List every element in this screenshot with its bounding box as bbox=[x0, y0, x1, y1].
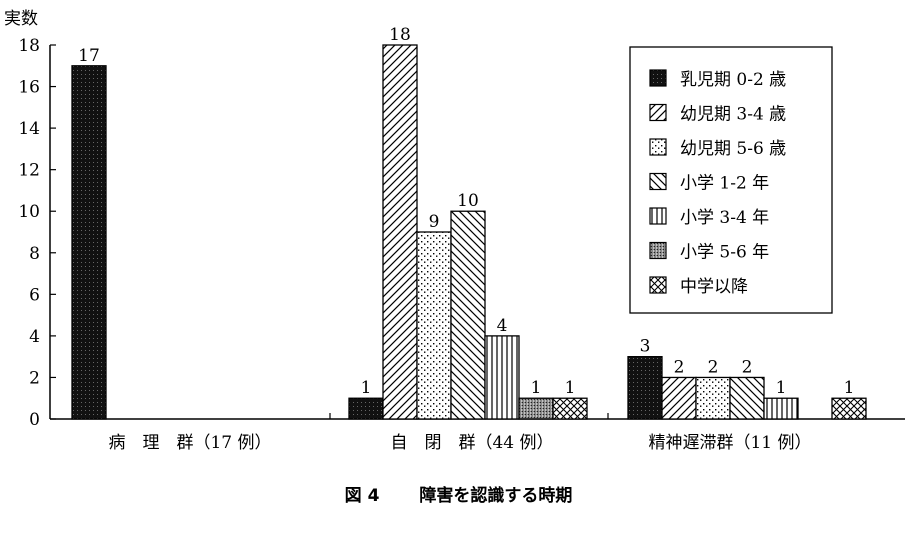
bar-value-label: 1 bbox=[531, 378, 542, 398]
figure-title: 障害を認識する時期 bbox=[419, 486, 573, 506]
legend-label: 幼児期 3-4 歳 bbox=[680, 105, 786, 125]
legend-swatch bbox=[649, 103, 667, 122]
bar bbox=[831, 397, 867, 420]
legend-label: 小学 3-4 年 bbox=[680, 208, 769, 228]
bars bbox=[71, 44, 867, 420]
legend-swatch bbox=[649, 172, 667, 191]
figure-caption: 図 4 障害を認識する時期 bbox=[0, 481, 917, 506]
y-tick-label: 14 bbox=[18, 119, 40, 139]
y-tick-label: 12 bbox=[18, 161, 40, 181]
bar bbox=[763, 397, 799, 420]
bar bbox=[450, 210, 486, 420]
bar-value-label: 9 bbox=[429, 212, 440, 232]
bar-value-label: 2 bbox=[742, 357, 753, 377]
bar bbox=[382, 44, 418, 420]
bar-value-label: 17 bbox=[78, 46, 100, 66]
legend-swatch bbox=[649, 138, 667, 156]
bar bbox=[348, 397, 384, 420]
legend-swatch bbox=[649, 241, 667, 260]
bar-value-label: 1 bbox=[776, 378, 787, 398]
legend-label: 小学 1-2 年 bbox=[680, 174, 769, 194]
y-tick-label: 10 bbox=[18, 202, 40, 222]
bar bbox=[729, 376, 765, 420]
legend-label: 幼児期 5-6 歳 bbox=[680, 139, 786, 159]
legend-swatch bbox=[649, 276, 667, 294]
bar-value-label: 18 bbox=[389, 25, 411, 45]
bar-value-label: 3 bbox=[640, 337, 651, 357]
bar-value-label: 4 bbox=[497, 316, 508, 336]
bar bbox=[71, 65, 107, 420]
data-labels: 17 1 18 9 10 4 1 1 3 2 2 2 1 1 bbox=[78, 25, 854, 398]
y-tick-label: 16 bbox=[18, 78, 40, 98]
bar-value-label: 1 bbox=[565, 378, 576, 398]
legend-swatch bbox=[649, 69, 667, 87]
x-category-label: 病 理 群（17 例） bbox=[108, 433, 271, 453]
y-tick-label: 2 bbox=[29, 368, 40, 388]
y-tick-label: 18 bbox=[18, 36, 40, 56]
bar bbox=[484, 335, 520, 420]
legend-label: 中学以降 bbox=[680, 277, 748, 297]
legend-label: 小学 5-6 年 bbox=[680, 243, 769, 263]
x-category-label: 自 閉 群（44 例） bbox=[390, 433, 553, 453]
bar-value-label: 2 bbox=[708, 357, 719, 377]
y-tick-label: 0 bbox=[29, 410, 40, 430]
bar bbox=[518, 397, 554, 420]
bar bbox=[695, 376, 731, 420]
bar-value-label: 10 bbox=[457, 191, 479, 211]
bar bbox=[627, 356, 663, 420]
legend-swatch bbox=[649, 207, 667, 225]
bar bbox=[416, 231, 452, 420]
y-tick-label: 6 bbox=[29, 285, 40, 305]
bar-value-label: 2 bbox=[674, 357, 685, 377]
y-tick-label: 8 bbox=[29, 244, 40, 264]
legend-label: 乳児期 0-2 歳 bbox=[680, 70, 786, 90]
y-axis-title: 実数 bbox=[4, 9, 38, 29]
bar bbox=[661, 376, 697, 420]
bar bbox=[552, 397, 588, 420]
figure-number: 図 4 bbox=[344, 486, 380, 506]
bar-value-label: 1 bbox=[844, 378, 855, 398]
bar-value-label: 1 bbox=[361, 378, 372, 398]
y-tick-label: 4 bbox=[29, 327, 40, 347]
x-category-label: 精神遅滞群（11 例） bbox=[648, 433, 811, 453]
